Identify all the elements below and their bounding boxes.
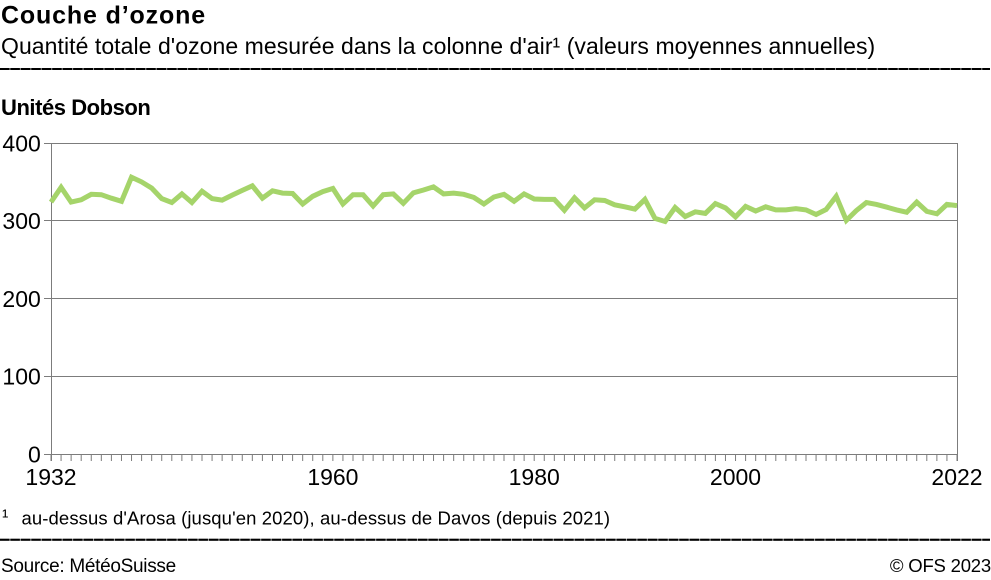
svg-text:au-dessus d'Arosa (jusqu'en 20: au-dessus d'Arosa (jusqu'en 2020), au-de…: [22, 508, 611, 529]
svg-text:2000: 2000: [710, 464, 761, 490]
svg-text:Source: MétéoSuisse: Source: MétéoSuisse: [1, 556, 176, 577]
svg-text:Quantité totale d'ozone mesuré: Quantité totale d'ozone mesurée dans la …: [1, 33, 875, 59]
svg-text:© OFS 2023: © OFS 2023: [890, 555, 991, 576]
svg-text:1932: 1932: [25, 464, 76, 490]
svg-text:1960: 1960: [307, 464, 358, 490]
svg-text:¹: ¹: [2, 507, 8, 528]
svg-text:300: 300: [2, 208, 40, 234]
svg-text:Unités Dobson: Unités Dobson: [1, 95, 150, 120]
svg-text:400: 400: [2, 130, 40, 156]
svg-text:2022: 2022: [931, 464, 982, 490]
svg-text:100: 100: [2, 364, 40, 390]
svg-text:1980: 1980: [509, 464, 560, 490]
svg-text:Couche d’ozone: Couche d’ozone: [1, 2, 206, 30]
svg-text:0: 0: [28, 441, 41, 467]
svg-text:200: 200: [2, 286, 40, 312]
